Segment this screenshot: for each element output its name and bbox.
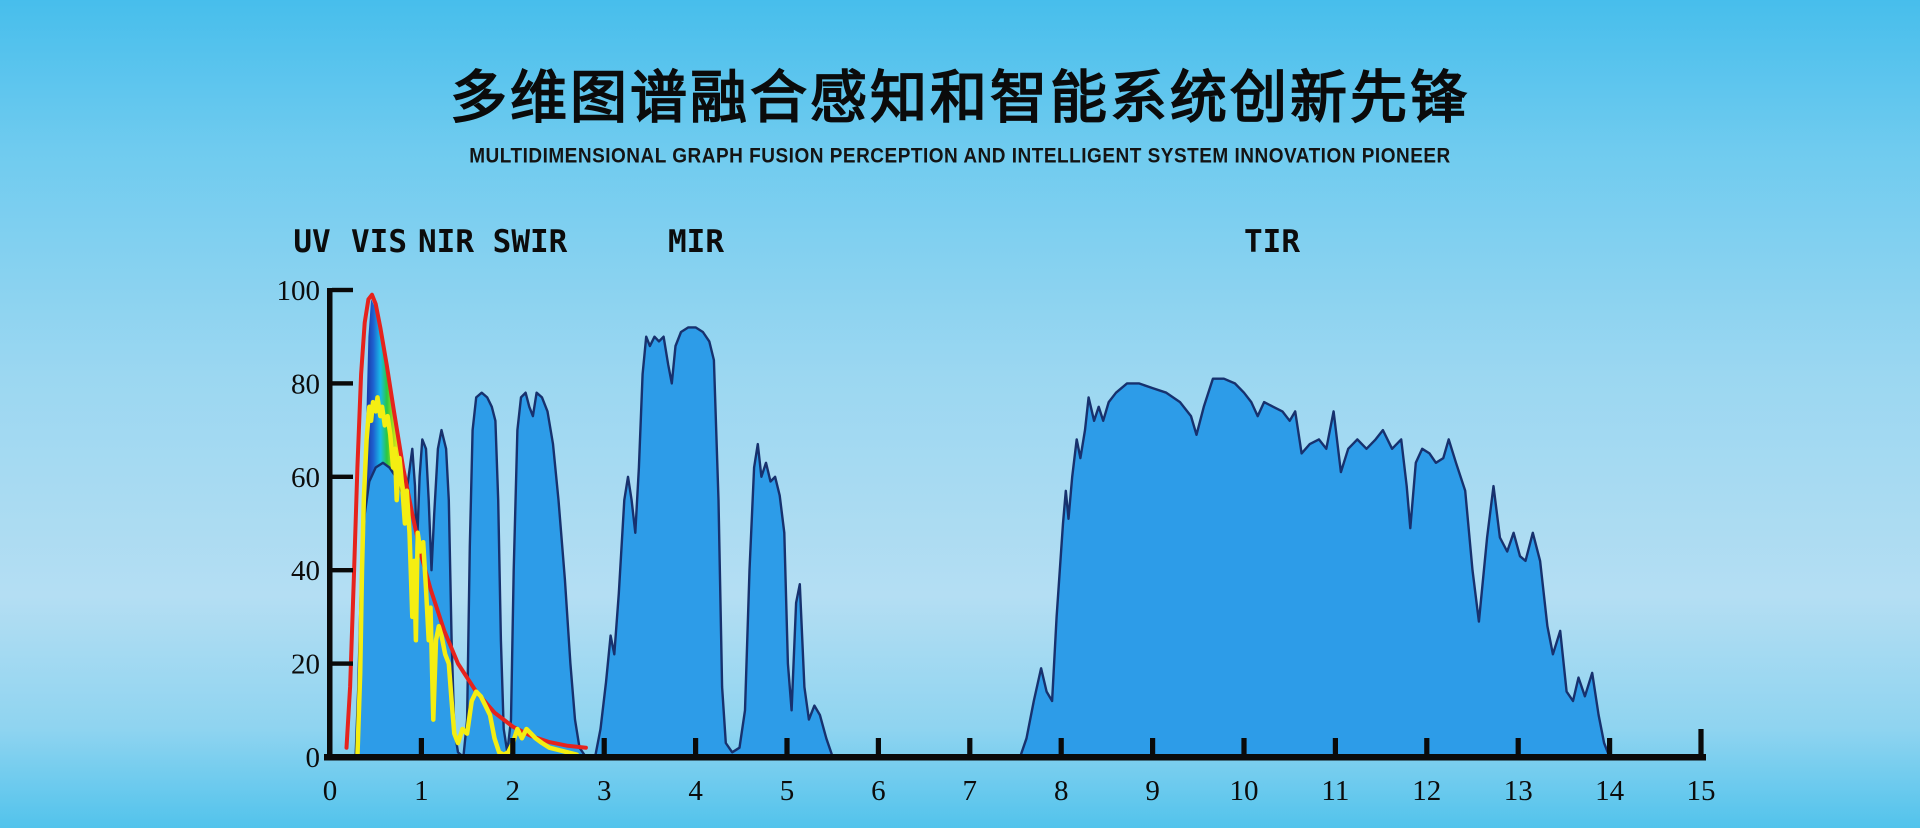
- transmission-windows-area: [354, 326, 1611, 759]
- x-tick-label: 8: [1054, 775, 1069, 807]
- x-tick-label: 13: [1504, 775, 1533, 807]
- x-tick-label: 6: [871, 775, 886, 807]
- x-tick-label: 9: [1145, 775, 1160, 807]
- band-label-nir: NIR: [418, 224, 474, 260]
- y-tick-label: 60: [291, 462, 320, 494]
- axes: [324, 288, 1706, 761]
- y-tick-label: 0: [306, 742, 321, 774]
- band-label-tir: TIR: [1244, 224, 1300, 260]
- y-tick-label: 20: [291, 649, 320, 681]
- y-tick-label: 100: [277, 275, 321, 307]
- x-tick-label: 5: [780, 775, 795, 807]
- x-tick-label: 11: [1321, 775, 1349, 807]
- x-tick: [1698, 729, 1704, 754]
- y-tick: [332, 381, 353, 386]
- x-tick-label: 4: [688, 775, 703, 807]
- x-tick: [693, 738, 699, 755]
- page-subtitle: MULTIDIMENSIONAL GRAPH FUSION PERCEPTION…: [469, 144, 1451, 169]
- x-tick: [1150, 738, 1156, 755]
- page-title: 多维图谱融合感知和智能系统创新先锋: [450, 66, 1470, 130]
- x-tick: [784, 738, 790, 755]
- x-tick-label: 7: [963, 775, 978, 807]
- x-tick: [418, 738, 424, 755]
- y-tick: [332, 474, 353, 479]
- band-label-mir: MIR: [668, 224, 724, 260]
- x-tick: [1607, 738, 1613, 755]
- x-tick-label: 10: [1230, 775, 1259, 807]
- y-tick-label: 40: [291, 555, 320, 587]
- y-tick: [332, 568, 353, 573]
- x-tick: [1241, 738, 1247, 755]
- y-axis-ticks: 0 20 40 60 80 100: [277, 275, 353, 774]
- x-tick: [1332, 738, 1338, 755]
- x-tick-label: 3: [597, 775, 612, 807]
- x-axis-line: [324, 754, 1706, 761]
- x-tick-label: 2: [506, 775, 521, 807]
- header: 多维图谱融合感知和智能系统创新先锋 MULTIDIMENSIONAL GRAPH…: [0, 0, 1920, 168]
- x-tick: [510, 738, 516, 755]
- y-tick: [332, 287, 353, 293]
- band-label-swir: SWIR: [493, 224, 568, 260]
- y-axis-line: [327, 288, 333, 760]
- x-tick-label: 14: [1595, 775, 1625, 807]
- band-label-uv: UV: [293, 224, 330, 260]
- x-tick: [875, 738, 881, 755]
- x-tick: [1515, 738, 1521, 755]
- x-tick: [601, 738, 607, 755]
- spectral-band-labels: UV VIS NIR SWIR MIR TIR: [293, 224, 1300, 260]
- x-tick: [1058, 738, 1064, 755]
- x-tick-label: 12: [1412, 775, 1441, 807]
- x-tick-label: 0: [323, 775, 338, 807]
- x-tick-label: 15: [1687, 775, 1716, 807]
- x-tick: [1424, 738, 1430, 755]
- solar-blackbody-envelope-line: [344, 292, 588, 750]
- x-axis-ticks: 0 1 2 3 4 5 6 7 8 9 10 11 12 13 14 15: [323, 729, 1716, 807]
- band-label-vis: VIS: [351, 224, 407, 260]
- x-tick-label: 1: [414, 775, 429, 807]
- x-tick: [967, 738, 973, 755]
- y-tick: [332, 661, 353, 666]
- y-tick-label: 80: [291, 368, 320, 400]
